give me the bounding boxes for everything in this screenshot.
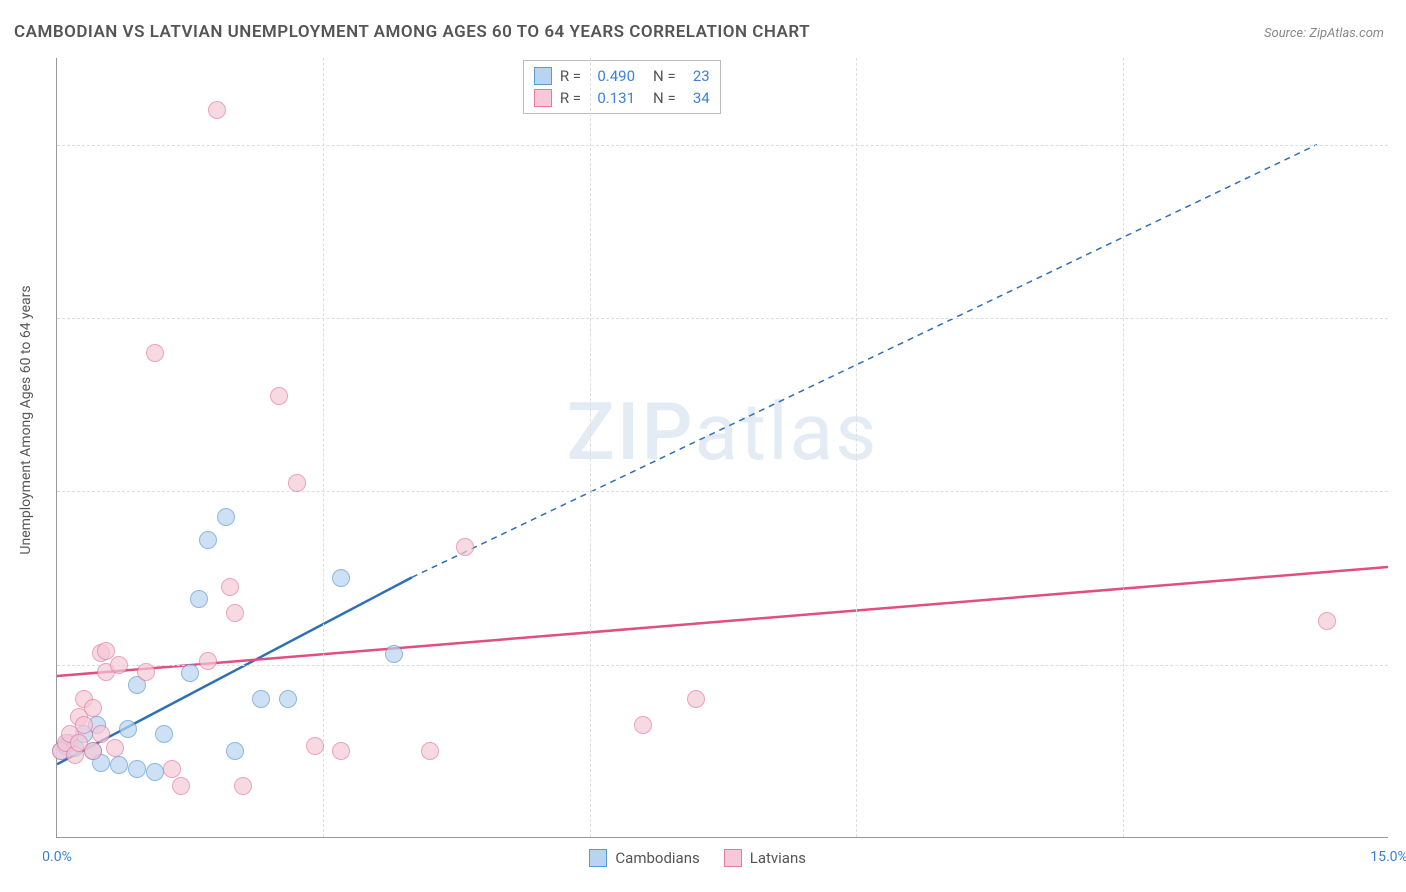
scatter-point <box>332 569 350 587</box>
scatter-point <box>385 645 403 663</box>
legend-series-label: Latvians <box>750 849 806 867</box>
y-axis-label: Unemployment Among Ages 60 to 64 years <box>18 285 34 554</box>
scatter-point <box>221 578 239 596</box>
y-tick-label: 30.0% <box>1394 310 1406 326</box>
legend-stats-box: R = 0.490 N = 23 R = 0.131 N = 34 <box>523 60 721 114</box>
watermark-zip: ZIP <box>567 385 695 479</box>
scatter-point <box>106 739 124 757</box>
scatter-point <box>172 777 190 795</box>
gridline-h <box>57 665 1388 666</box>
legend-series-item: Latvians <box>724 849 806 867</box>
stat-n-value: 34 <box>684 87 710 109</box>
scatter-point <box>199 531 217 549</box>
gridline-v <box>323 58 324 837</box>
stat-r-value: 0.131 <box>589 87 635 109</box>
legend-swatch <box>589 849 607 867</box>
legend-stats-row: R = 0.490 N = 23 <box>534 65 710 87</box>
stat-r-value: 0.490 <box>589 65 635 87</box>
scatter-point <box>208 101 226 119</box>
watermark: ZIPatlas <box>567 385 879 479</box>
scatter-point <box>687 690 705 708</box>
scatter-point <box>110 756 128 774</box>
legend-stats-row: R = 0.131 N = 34 <box>534 87 710 109</box>
scatter-point <box>217 508 235 526</box>
scatter-point <box>234 777 252 795</box>
scatter-point <box>199 652 217 670</box>
scatter-point <box>84 742 102 760</box>
scatter-point <box>634 716 652 734</box>
legend-swatch <box>534 67 552 85</box>
scatter-point <box>1318 612 1336 630</box>
scatter-point <box>270 387 288 405</box>
gridline-h <box>57 318 1388 319</box>
scatter-point <box>155 725 173 743</box>
watermark-atlas: atlas <box>695 385 879 479</box>
legend-swatch <box>534 89 552 107</box>
scatter-point <box>190 590 208 608</box>
scatter-point <box>306 737 324 755</box>
scatter-point <box>163 760 181 778</box>
scatter-point <box>226 604 244 622</box>
plot-area: ZIPatlas R =0.490N =23R =0.131N =34 Camb… <box>56 58 1388 838</box>
y-tick-label: 20.0% <box>1394 483 1406 499</box>
scatter-point <box>75 716 93 734</box>
scatter-point <box>226 742 244 760</box>
stat-n-value: 23 <box>684 65 710 87</box>
trendline-solid <box>57 567 1388 676</box>
scatter-point <box>181 664 199 682</box>
scatter-point <box>288 474 306 492</box>
stat-n-label: N = <box>653 65 676 87</box>
y-tick-label: 10.0% <box>1394 657 1406 673</box>
gridline-v <box>1123 58 1124 837</box>
gridline-v <box>856 58 857 837</box>
chart-title: CAMBODIAN VS LATVIAN UNEMPLOYMENT AMONG … <box>14 22 810 42</box>
scatter-point <box>332 742 350 760</box>
stat-r-label: R = <box>560 87 581 109</box>
scatter-point <box>146 344 164 362</box>
scatter-point <box>137 663 155 681</box>
trendlines-svg <box>57 58 1388 837</box>
gridline-v <box>590 58 591 837</box>
y-tick-label: 40.0% <box>1394 137 1406 153</box>
x-tick-label: 15.0% <box>1370 849 1406 865</box>
scatter-point <box>146 763 164 781</box>
scatter-point <box>421 742 439 760</box>
legend-series-item: Cambodians <box>589 849 699 867</box>
gridline-h <box>57 145 1388 146</box>
source-attribution: Source: ZipAtlas.com <box>1264 26 1384 41</box>
scatter-point <box>110 656 128 674</box>
legend-series-label: Cambodians <box>615 849 699 867</box>
scatter-point <box>279 690 297 708</box>
scatter-point <box>84 699 102 717</box>
scatter-point <box>128 760 146 778</box>
legend-series: Cambodians Latvians <box>589 849 806 867</box>
stat-r-label: R = <box>560 65 581 87</box>
legend-swatch <box>724 849 742 867</box>
trendline-dashed <box>412 145 1317 578</box>
scatter-point <box>456 538 474 556</box>
gridline-h <box>57 491 1388 492</box>
scatter-point <box>252 690 270 708</box>
x-tick-label: 0.0% <box>42 849 72 865</box>
stat-n-label: N = <box>653 87 676 109</box>
scatter-point <box>119 720 137 738</box>
